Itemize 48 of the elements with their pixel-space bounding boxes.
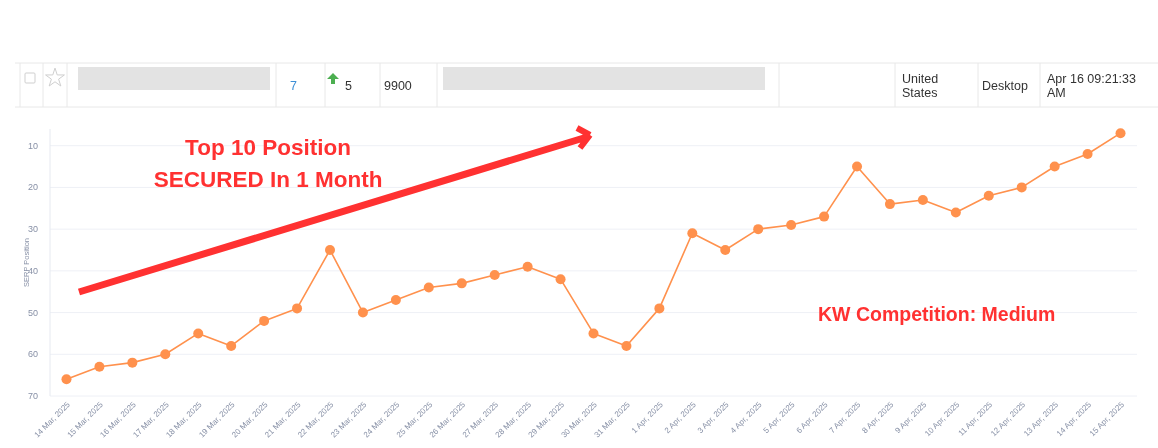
point	[555, 274, 566, 285]
text: 5	[345, 78, 352, 93]
point	[357, 307, 368, 318]
point	[259, 315, 270, 326]
point	[720, 244, 731, 255]
point	[160, 349, 171, 360]
point	[786, 219, 797, 230]
point	[852, 161, 863, 172]
y-tick-label: 70	[27, 391, 38, 401]
point	[390, 295, 401, 306]
point	[1016, 182, 1027, 193]
point	[588, 328, 599, 339]
y-tick-label: 30	[27, 224, 38, 235]
y-tick-label: 50	[27, 307, 38, 318]
point	[1115, 128, 1126, 139]
point	[61, 374, 72, 385]
text: Desktop	[982, 78, 1028, 93]
point	[884, 199, 895, 210]
point	[292, 303, 303, 314]
point	[423, 282, 434, 293]
text: United States	[902, 71, 939, 100]
point	[127, 357, 138, 368]
point	[917, 194, 928, 205]
point	[819, 211, 830, 222]
point	[456, 278, 467, 289]
point	[1082, 149, 1093, 160]
point	[94, 361, 105, 372]
point	[226, 340, 237, 351]
annotation: KW Competition: Medium	[818, 303, 1056, 325]
point	[753, 224, 764, 235]
point	[1049, 161, 1060, 172]
point	[489, 270, 500, 281]
text: 9900	[384, 78, 412, 93]
annotation: Top 10 Position SECURED In 1 Month	[153, 135, 383, 192]
y-tick-label: 20	[27, 182, 38, 193]
point	[654, 303, 665, 314]
y-tick-label: 60	[27, 349, 38, 360]
point	[522, 261, 533, 272]
point	[621, 340, 632, 351]
point	[324, 244, 335, 255]
point	[950, 207, 961, 218]
point	[193, 328, 204, 339]
y-tick-label: 10	[27, 140, 38, 151]
point	[983, 190, 994, 201]
point	[687, 228, 698, 239]
text: 7	[290, 78, 297, 93]
text: Apr 16 09:21:33 AM	[1047, 71, 1137, 100]
y-tick-label: 40	[27, 265, 38, 276]
